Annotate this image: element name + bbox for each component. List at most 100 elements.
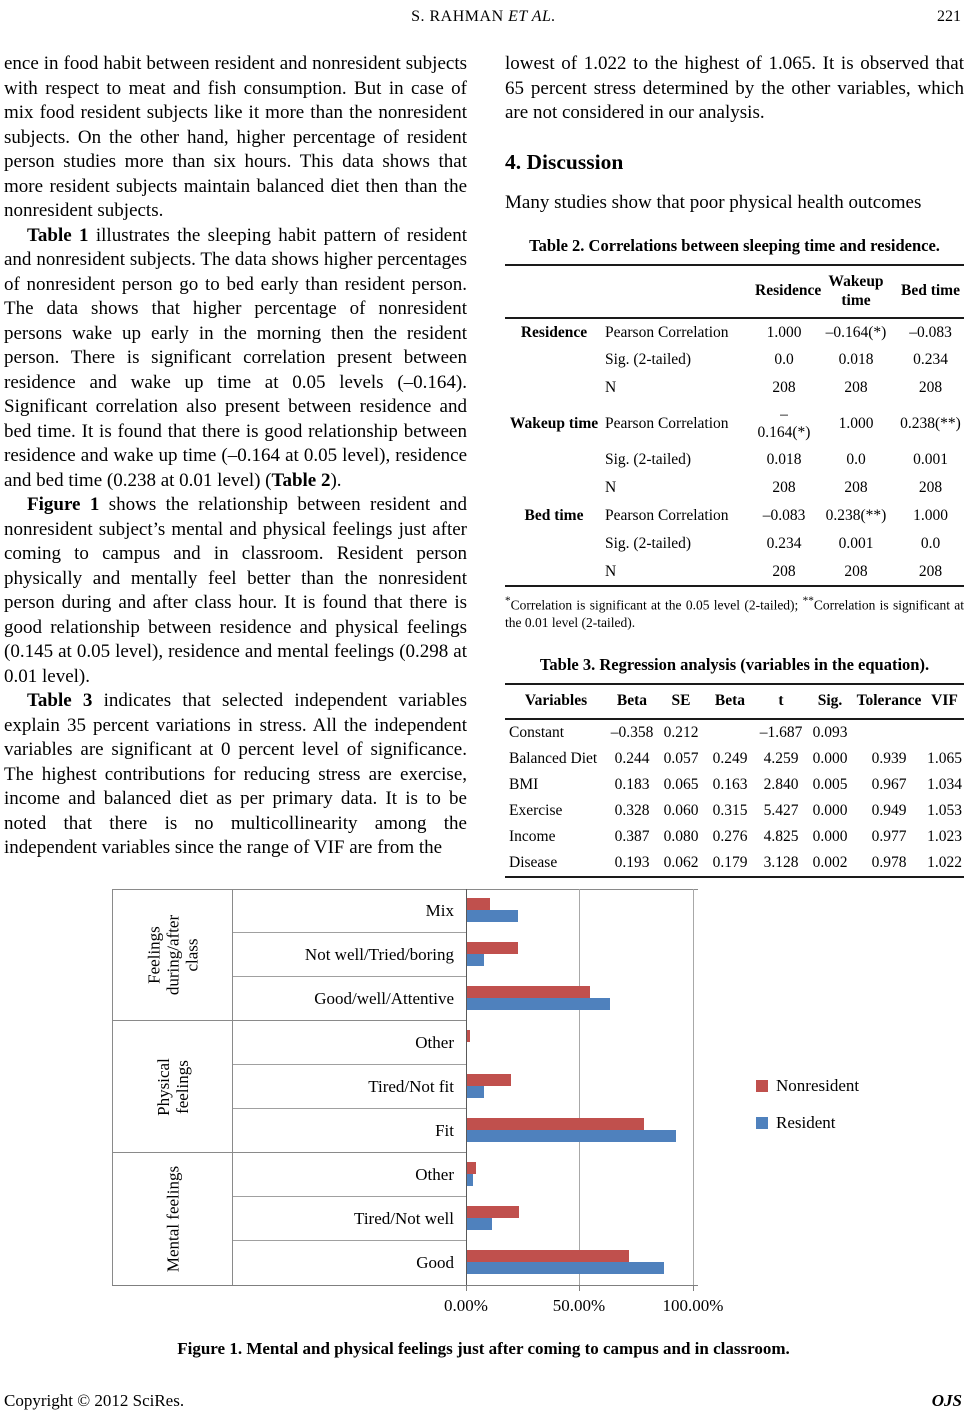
legend-swatch-resident — [756, 1117, 768, 1129]
table-cell: 0.0 — [774, 351, 794, 369]
running-head: S. RAHMAN ET AL. — [0, 8, 967, 26]
table-cell: 0.949 — [871, 802, 907, 820]
table-cell: 5.427 — [763, 802, 799, 820]
x-tick-label: 50.00% — [552, 1296, 606, 1315]
table-cell: Pearson Correlation — [605, 415, 729, 433]
gridline-50-percent — [579, 889, 580, 1285]
category-label: Tired/Not well — [233, 1197, 466, 1241]
bar-nonresident — [467, 1162, 477, 1174]
table-cell: 0.193 — [614, 854, 650, 872]
table-header-row: Residence Wakeup time Bed time — [505, 265, 964, 319]
table-cell: 0.018 — [766, 451, 802, 469]
bar-area — [466, 1241, 697, 1285]
column-header: Beta — [714, 692, 746, 710]
table-cell: 208 — [918, 479, 943, 497]
chart-row: Other — [233, 1153, 697, 1197]
paragraph: Figure 1 shows the relationship between … — [4, 493, 467, 689]
chart-group-label: Physical feelings — [112, 1021, 233, 1153]
paragraph: lowest of 1.022 to the highest of 1.065.… — [505, 53, 964, 123]
table-cell: 0.001 — [913, 451, 948, 469]
bar-area — [466, 1153, 697, 1197]
table-cell: 0.163 — [712, 776, 748, 794]
bar-resident — [467, 998, 610, 1010]
table-cell: 208 — [772, 479, 796, 497]
table-cell: 0.0 — [920, 535, 941, 553]
table-cell: 0.183 — [614, 776, 650, 794]
table-cell: N — [605, 479, 617, 497]
table-row: N 208 208 208 — [505, 374, 964, 402]
category-label: Not well/Tried/boring — [233, 933, 466, 977]
table-cell: 0.249 — [712, 750, 748, 768]
table-cell: Pearson Correlation — [605, 507, 729, 525]
table-cell: 0.238(**) — [900, 415, 961, 433]
table-row: Disease 0.193 0.062 0.179 3.128 0.002 0.… — [505, 850, 964, 877]
table-cell: 0.000 — [812, 828, 848, 846]
table-row: Sig. (2-tailed) 0.234 0.001 0.0 — [505, 530, 964, 558]
paragraph: Table 3 indicates that selected independ… — [4, 689, 467, 861]
table-cell: 0.057 — [663, 750, 699, 768]
running-head-authors: S. RAHMAN — [411, 8, 504, 25]
table-cell: 0.005 — [812, 776, 848, 794]
column-header: Bed time — [901, 282, 960, 300]
bar-area — [466, 1021, 697, 1065]
legend-label: Resident — [776, 1113, 836, 1132]
bar-resident — [467, 1086, 485, 1098]
table-cell: 1.053 — [927, 802, 962, 820]
table-cell: 1.023 — [927, 828, 962, 846]
figure1-reference: Figure 1 — [27, 494, 100, 515]
table-cell — [853, 719, 925, 746]
figure1-caption: Figure 1. Mental and physical feelings j… — [177, 1339, 790, 1358]
column-header: Tolerance — [856, 692, 922, 710]
table-cell: Income — [509, 828, 556, 846]
table-cell: Exercise — [509, 802, 563, 820]
table-cell: 208 — [844, 379, 868, 397]
table-cell: 0.002 — [812, 854, 848, 872]
bar-area — [466, 889, 697, 933]
bar-resident — [467, 954, 485, 966]
table-cell: 1.000 — [838, 415, 874, 433]
table-cell: 2.840 — [763, 776, 799, 794]
bar-nonresident — [467, 986, 590, 998]
table-cell: 0.080 — [663, 828, 699, 846]
table-cell: 208 — [844, 562, 868, 580]
row-label — [505, 346, 603, 374]
chart-row: Other — [233, 1021, 697, 1065]
bar-nonresident — [467, 1118, 645, 1130]
table-cell: –0.164(*) — [757, 406, 811, 442]
category-label: Good — [416, 1253, 454, 1272]
chart-legend: Nonresident Resident — [756, 1076, 859, 1150]
bar-resident — [467, 1174, 473, 1186]
table-cell: 1.034 — [927, 776, 962, 794]
row-label — [505, 374, 603, 402]
table-cell: 0.238(**) — [825, 507, 887, 525]
table3-caption: Table 3. Regression analysis (variables … — [539, 655, 930, 675]
table-cell: 0.065 — [663, 776, 699, 794]
table-row: Constant –0.358 0.212 –1.687 0.093 — [505, 719, 964, 746]
table-cell: 0.978 — [871, 854, 907, 872]
table-cell: 1.000 — [766, 323, 802, 341]
row-label: Residence — [520, 323, 588, 341]
column-header: Sig. — [817, 692, 843, 710]
chart-row: Good/well/Attentive — [233, 977, 697, 1021]
table-cell: 208 — [772, 562, 796, 580]
table-row: Balanced Diet 0.244 0.057 0.249 4.259 0.… — [505, 746, 964, 772]
footnote-text: Correlation is significant at the 0.01 l… — [505, 597, 965, 630]
x-tick-label: 0.00% — [444, 1296, 488, 1315]
table-cell: BMI — [509, 776, 539, 794]
bar-nonresident — [467, 1030, 471, 1042]
bar-area — [466, 1065, 697, 1109]
table-cell: 1.065 — [927, 750, 962, 768]
table-cell: 0.234 — [766, 535, 802, 553]
row-label: Bed time — [524, 507, 584, 525]
bar-resident — [467, 910, 519, 922]
category-label: Good/well/Attentive — [233, 977, 466, 1021]
table-cell: 1.000 — [913, 507, 948, 525]
table-cell: 4.825 — [763, 828, 799, 846]
chart-row: Good — [233, 1241, 697, 1285]
category-label: Mix — [233, 889, 466, 933]
table-cell: –0.083 — [762, 507, 806, 525]
legend-label: Nonresident — [776, 1076, 860, 1095]
table-cell: 0.234 — [913, 351, 948, 369]
x-axis-line — [112, 1285, 698, 1286]
